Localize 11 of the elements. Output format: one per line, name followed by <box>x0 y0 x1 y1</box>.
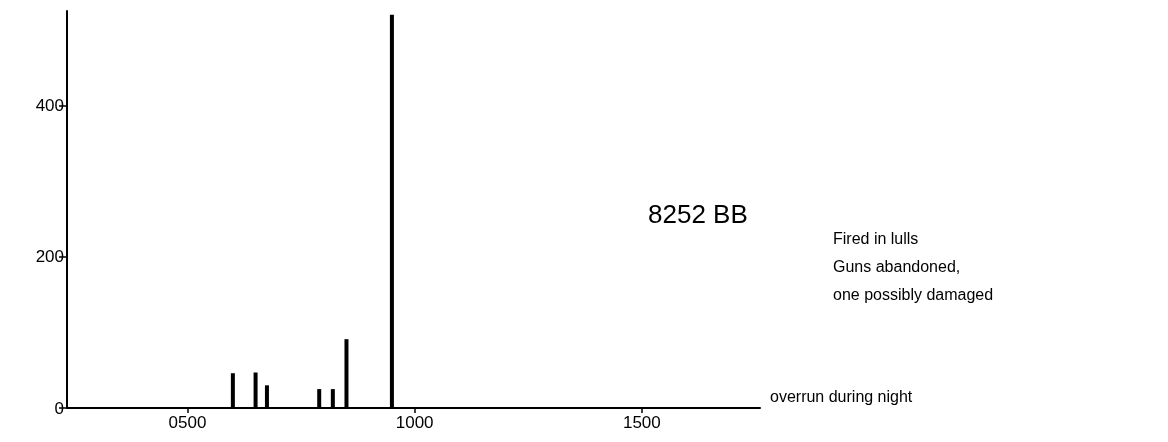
x-tick-label: 1500 <box>622 413 661 432</box>
text: 8252 BB <box>648 199 748 229</box>
text: one possibly damaged <box>833 285 994 303</box>
x-tick-label: 0500 <box>168 413 207 432</box>
x-tick-label: 1000 <box>395 413 434 432</box>
text: Guns abandoned, <box>833 257 961 275</box>
y-tick-label: 200 <box>35 247 64 267</box>
y-tick-label: 0 <box>54 398 64 418</box>
text: overrun during night <box>770 387 913 405</box>
y-tick-label: 400 <box>35 96 64 116</box>
text: Fired in lulls <box>833 229 919 247</box>
